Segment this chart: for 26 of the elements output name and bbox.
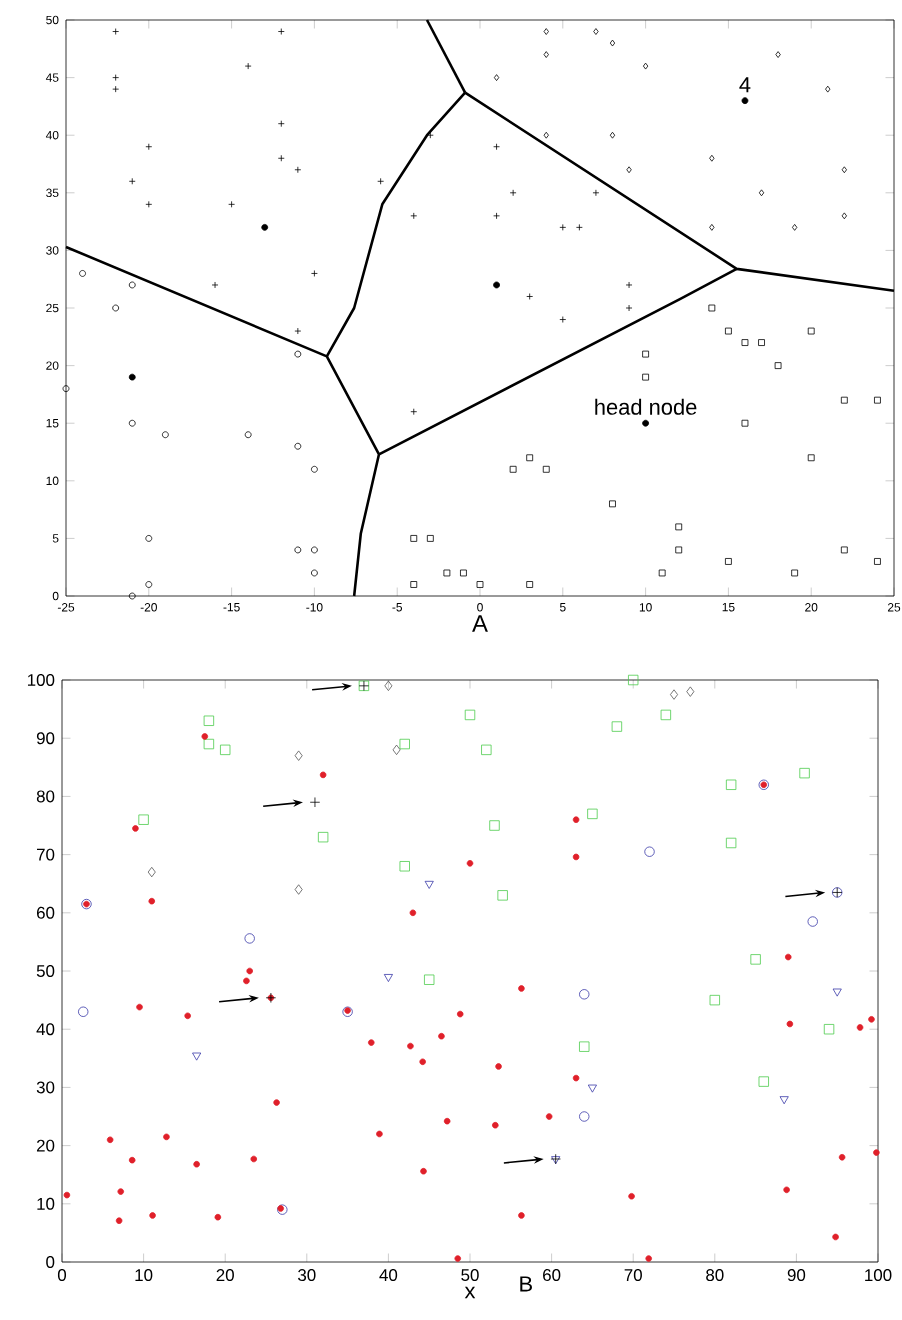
y-tick-label: 100 <box>27 674 55 686</box>
x-tick-label: 70 <box>624 1269 642 1282</box>
y-tick-label: 60 <box>37 906 55 919</box>
x-axis-title: A <box>472 615 488 632</box>
annotation: head node <box>595 398 697 415</box>
x-tick-label: 90 <box>787 1269 806 1282</box>
y-tick-label: 10 <box>37 1197 55 1210</box>
x-tick-label: 60 <box>543 1269 561 1282</box>
y-tick-label: 20 <box>36 1139 55 1152</box>
x-tick-label: 40 <box>379 1269 398 1282</box>
x-tick-label: 30 <box>298 1269 316 1282</box>
y-tick-label: 0 <box>46 1256 55 1268</box>
x-tick-label: 80 <box>706 1269 724 1282</box>
text: B <box>520 1276 532 1292</box>
y-tick-label: 90 <box>36 732 55 745</box>
x-tick-label: 50 <box>461 1269 479 1282</box>
y-tick-label: 40 <box>36 1023 55 1036</box>
y-tick-label: 50 <box>36 965 55 977</box>
x-tick-label: 20 <box>216 1269 234 1282</box>
y-tick-label: 80 <box>36 790 55 803</box>
x-axis-title: x <box>464 1286 476 1299</box>
x-tick-label: 100 <box>865 1269 892 1282</box>
y-tick-label: 70 <box>37 848 55 861</box>
x-tick-label: 10 <box>135 1269 153 1282</box>
y-tick-label: 30 <box>36 1081 55 1094</box>
annotation: 4 <box>739 77 751 93</box>
